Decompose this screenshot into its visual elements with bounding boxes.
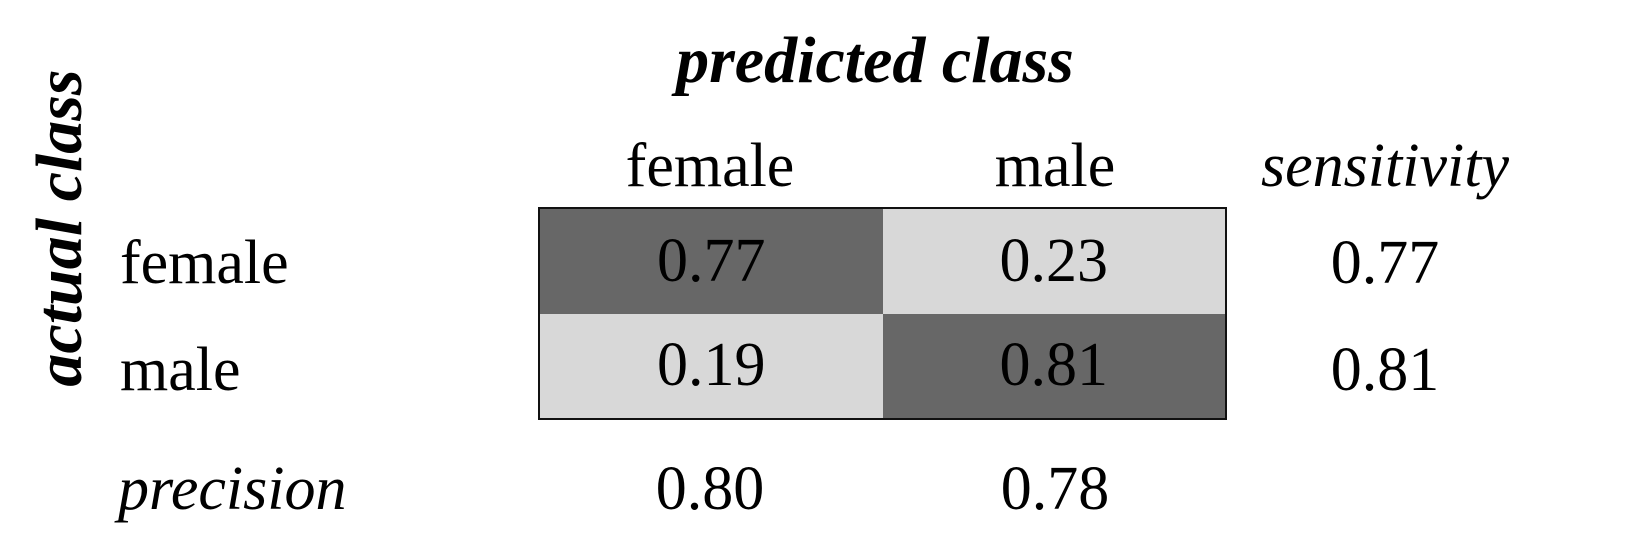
precision-male: 0.78: [1000, 455, 1110, 523]
precision-header: precision: [118, 455, 347, 523]
y-axis-label: actual class: [23, 69, 96, 387]
cell-male-female: 0.19: [540, 313, 883, 418]
confusion-matrix: 0.77 0.23 0.19 0.81: [538, 207, 1227, 420]
sensitivity-header: sensitivity: [1261, 132, 1509, 200]
row-header-male: male: [120, 336, 241, 404]
chart-title: predicted class: [676, 24, 1074, 97]
row-header-female: female: [120, 229, 289, 297]
column-header-male: male: [994, 132, 1116, 200]
column-header-female: female: [625, 132, 795, 200]
sensitivity-male: 0.81: [1330, 336, 1440, 404]
cell-male-male: 0.81: [882, 313, 1225, 418]
sensitivity-female: 0.77: [1330, 229, 1440, 297]
cell-female-female: 0.77: [540, 209, 883, 314]
precision-female: 0.80: [655, 455, 765, 523]
cell-female-male: 0.23: [882, 209, 1225, 314]
